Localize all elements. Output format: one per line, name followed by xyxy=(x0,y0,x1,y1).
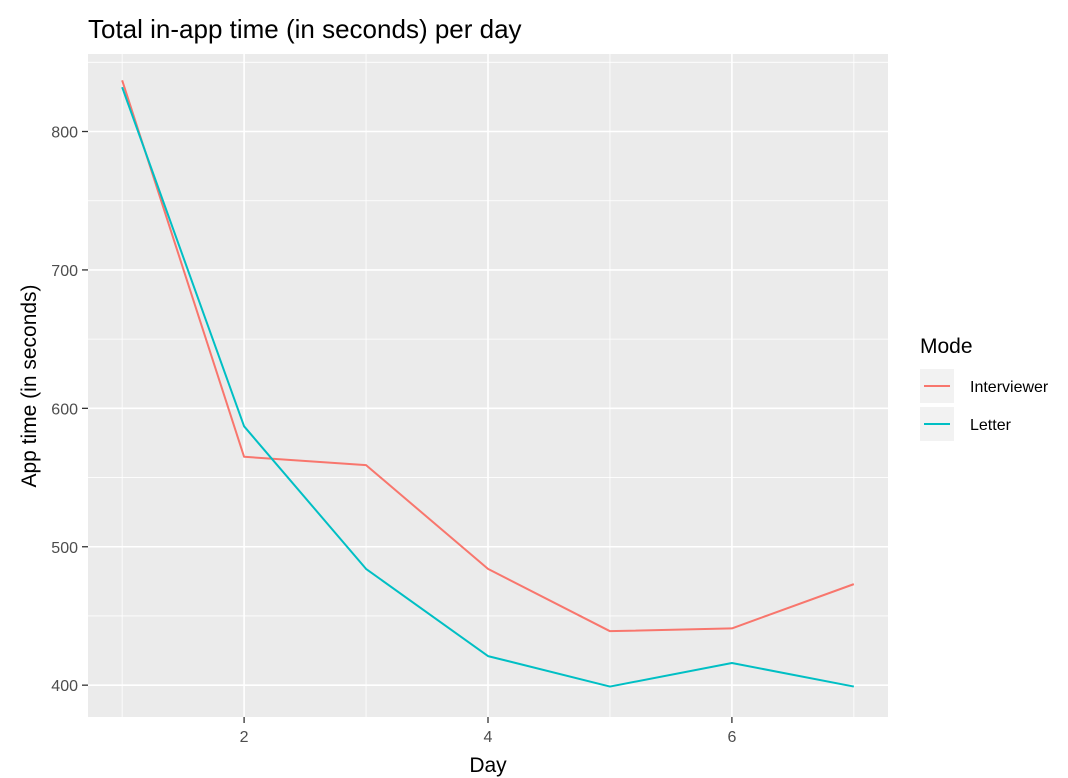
y-axis-title: App time (in seconds) xyxy=(18,284,41,487)
y-tick-label: 600 xyxy=(51,401,78,418)
legend-label-interviewer: Interviewer xyxy=(970,379,1049,396)
y-tick-label: 400 xyxy=(51,678,78,695)
x-tick-label: 6 xyxy=(727,729,736,746)
y-tick-label: 500 xyxy=(51,540,78,557)
series-line-letter xyxy=(121,86,855,688)
chart-title: Total in-app time (in seconds) per day xyxy=(88,14,522,44)
x-tick-label: 2 xyxy=(240,729,249,746)
y-axis-ticks: 400 500 600 700 800 xyxy=(51,125,88,695)
major-gridlines xyxy=(88,54,888,717)
x-tick-label: 4 xyxy=(484,729,493,746)
legend-label-letter: Letter xyxy=(970,417,1012,434)
series-lines xyxy=(121,79,855,688)
legend-title: Mode xyxy=(920,335,973,358)
x-axis-title: Day xyxy=(469,754,507,777)
y-tick-label: 800 xyxy=(51,125,78,142)
legend: Mode Interviewer Letter xyxy=(920,335,1049,441)
y-tick-label: 700 xyxy=(51,263,78,280)
legend-items: Interviewer Letter xyxy=(920,369,1049,441)
x-axis-ticks: 2 4 6 xyxy=(240,717,736,746)
series-line-interviewer xyxy=(121,79,855,633)
